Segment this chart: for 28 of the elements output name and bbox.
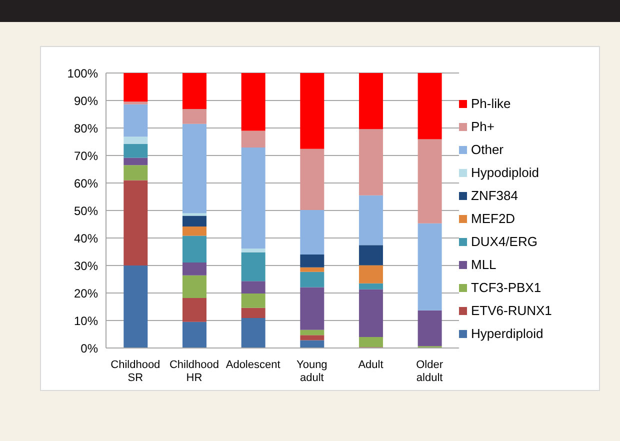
- y-tick-label: 100%: [67, 66, 98, 80]
- legend-label: ETV6-RUNX1: [471, 303, 552, 318]
- y-tick-label: 0%: [80, 341, 98, 356]
- legend-label: TCF3-PBX1: [471, 280, 542, 295]
- x-tick-label: Older aldult: [416, 359, 444, 384]
- legend-label: Hyperdiploid: [471, 326, 544, 341]
- legend-label: DUX4/ERG: [471, 234, 538, 249]
- legend-label: Ph-like: [471, 96, 511, 111]
- legend-label: MEF2D: [471, 211, 516, 226]
- legend-label: Hypodiploid: [471, 165, 539, 180]
- y-tick-label: 80%: [74, 121, 98, 136]
- y-tick-label: 60%: [74, 176, 98, 190]
- x-tick-label: Childhood SR: [110, 359, 160, 384]
- y-tick-label: 30%: [74, 258, 98, 273]
- x-tick-label: Adolescent: [226, 359, 280, 371]
- y-tick-label: 50%: [74, 204, 98, 218]
- y-tick-label: 40%: [74, 231, 98, 246]
- x-tick-label: Childhood HR: [169, 359, 220, 384]
- legend-label: Other: [471, 142, 504, 157]
- x-tick-label: Young adult: [296, 359, 328, 384]
- y-tick-label: 20%: [74, 286, 98, 300]
- x-tick-label: Adult: [358, 359, 384, 371]
- y-tick-label: 70%: [74, 148, 98, 163]
- legend-label: MLL: [471, 257, 496, 272]
- legend-label: ZNF384: [471, 188, 518, 203]
- legend-label: Ph+: [471, 119, 494, 134]
- y-tick-label: 10%: [74, 314, 98, 328]
- y-tick-label: 90%: [74, 94, 98, 108]
